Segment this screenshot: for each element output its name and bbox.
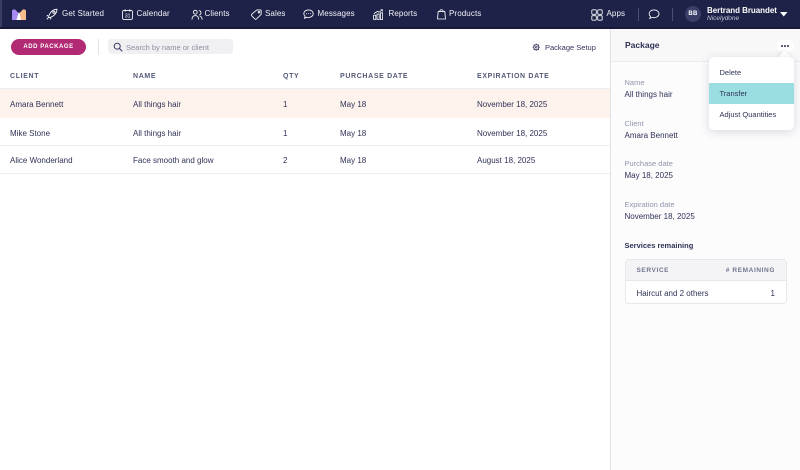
svg-text:31: 31	[125, 13, 131, 19]
